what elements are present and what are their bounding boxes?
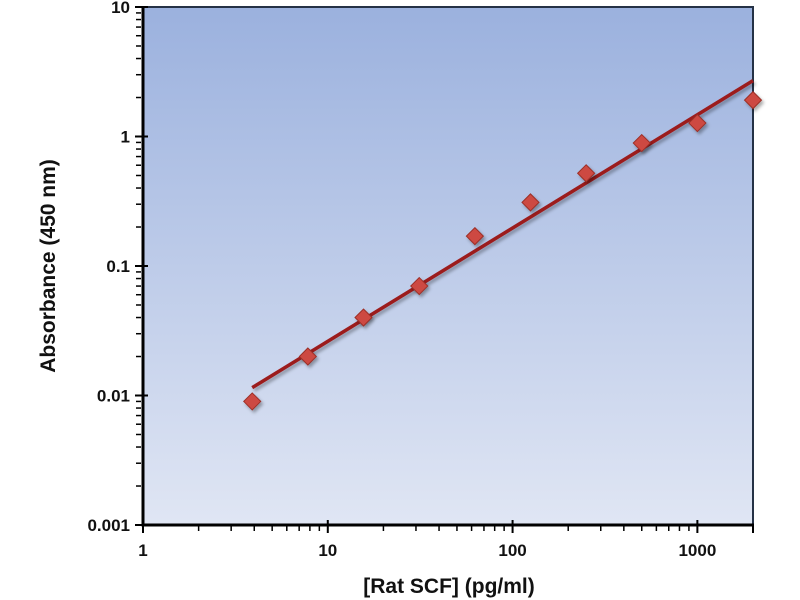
y-tick-label: 0.1: [106, 257, 130, 276]
data-series: [243, 90, 763, 411]
data-point-marker: [410, 276, 429, 296]
x-tick-label: 100: [498, 541, 526, 560]
data-point-marker: [688, 113, 707, 133]
y-tick-label: 0.001: [87, 516, 130, 535]
x-tick-label: 1: [138, 541, 147, 560]
data-point-marker: [465, 226, 485, 246]
y-tick-label: 0.01: [97, 387, 130, 406]
trend-line: [251, 79, 754, 390]
data-point-marker: [354, 308, 373, 327]
x-tick-label: 1000: [678, 541, 716, 560]
y-axis: 10 1 0.1 0.01 0.001: [87, 0, 148, 535]
y-axis-title: Absorbance (450 nm): [37, 159, 60, 373]
data-point-marker: [632, 133, 651, 153]
data-point-marker: [521, 193, 540, 212]
y-tick-label: 1: [121, 128, 130, 147]
y-tick-label: 10: [111, 0, 130, 17]
data-point-marker: [743, 90, 763, 110]
data-point-marker: [298, 347, 318, 366]
data-point-marker: [243, 392, 262, 411]
x-tick-label: 10: [318, 541, 337, 560]
data-point-marker: [576, 164, 596, 183]
x-axis: 1 10 100 1000: [138, 520, 754, 560]
x-axis-title: [Rat SCF] (pg/ml): [363, 575, 534, 598]
axis-lines: [141, 6, 754, 533]
